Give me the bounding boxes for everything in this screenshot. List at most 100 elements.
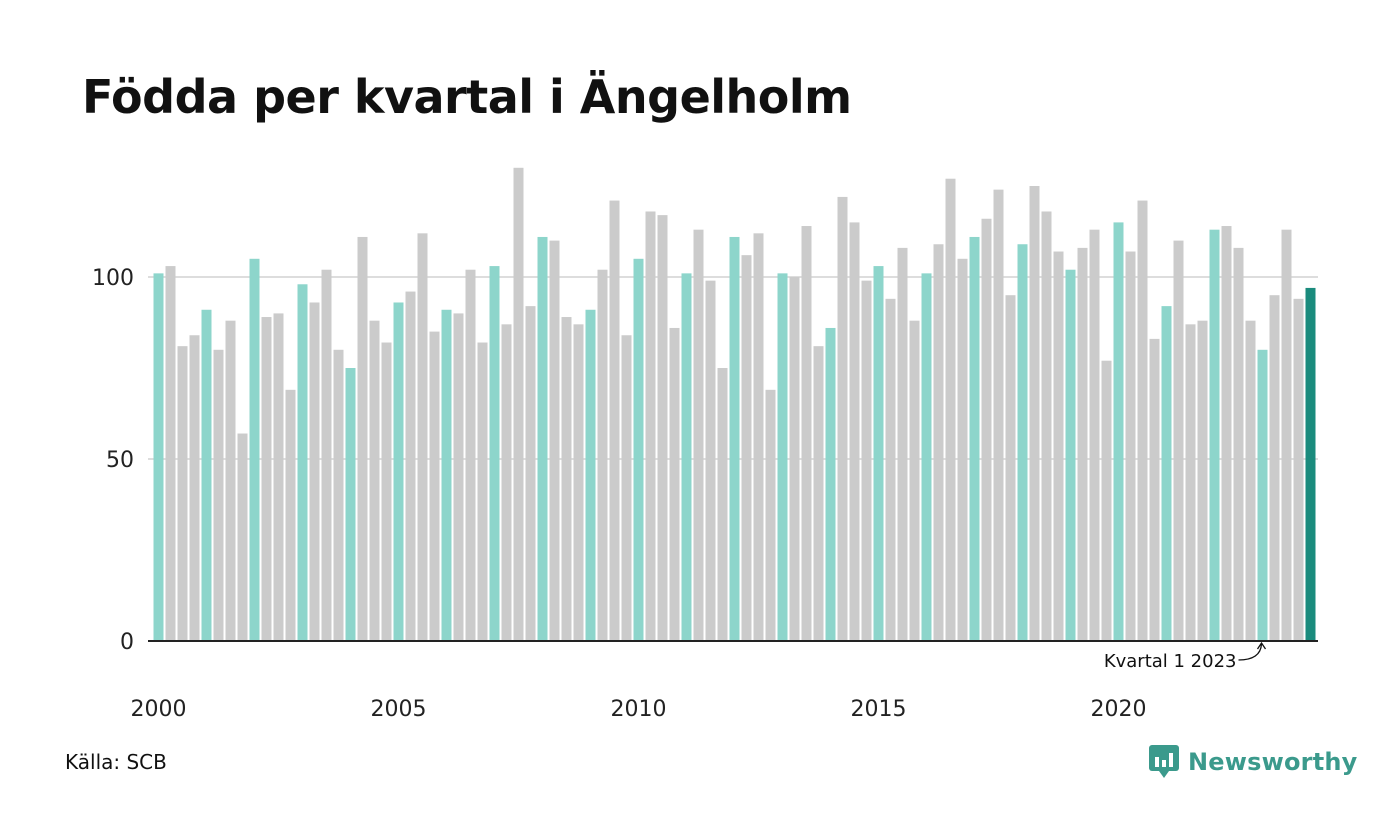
bar-2012-q1: [729, 236, 740, 641]
bar-2022-q3: [1233, 247, 1244, 641]
bar-2023-q4: [1293, 298, 1304, 641]
bar-2017-q3: [993, 189, 1004, 641]
bar-2021-q1: [1161, 306, 1172, 641]
bar-2000-q2: [165, 266, 176, 641]
x-tick-label: 2000: [131, 697, 187, 722]
bar-2010-q2: [645, 211, 656, 642]
bar-2001-q2: [213, 349, 224, 641]
bar-2002-q1: [249, 258, 260, 641]
bar-2000-q1: [153, 273, 164, 641]
bar-2020-q3: [1137, 200, 1148, 641]
x-tick-label: 2015: [851, 697, 907, 722]
bar-2011-q1: [681, 273, 692, 641]
bar-2016-q4: [957, 258, 968, 641]
bar-2009-q1: [585, 309, 596, 641]
bar-2003-q2: [309, 302, 320, 641]
x-tick-label: 2010: [611, 697, 667, 722]
bar-2010-q3: [657, 215, 668, 641]
bar-2012-q4: [765, 389, 776, 641]
bar-2002-q2: [261, 317, 272, 641]
bar-2017-q1: [969, 236, 980, 641]
brand-name: Newsworthy: [1188, 748, 1358, 776]
bar-2022-q2: [1221, 226, 1232, 642]
bar-2014-q4: [861, 280, 872, 641]
bar-2009-q2: [597, 269, 608, 641]
bar-2012-q2: [741, 255, 752, 641]
bar-2006-q3: [465, 269, 476, 641]
bar-2008-q1: [537, 236, 548, 641]
bar-2021-q4: [1197, 320, 1208, 641]
bar-2008-q2: [549, 240, 560, 641]
bar-2013-q1: [777, 273, 788, 641]
bar-2015-q4: [909, 320, 920, 641]
bar-2009-q4: [621, 335, 632, 641]
bar-2019-q4: [1101, 360, 1112, 641]
bar-2016-q1: [921, 273, 932, 641]
bar-2016-q3: [945, 178, 956, 641]
bar-2001-q4: [237, 433, 248, 641]
bar-2003-q4: [333, 349, 344, 641]
x-tick-label: 2005: [371, 697, 427, 722]
bar-2022-q1: [1209, 229, 1220, 641]
bar-2018-q3: [1041, 211, 1052, 642]
bar-2012-q3: [753, 233, 764, 641]
bar-2007-q2: [501, 324, 512, 641]
bar-2005-q2: [405, 291, 416, 641]
bar-2005-q3: [417, 233, 428, 641]
bar-2004-q4: [381, 342, 392, 641]
bar-2019-q1: [1065, 269, 1076, 641]
bar-2023-q3: [1281, 229, 1292, 641]
bar-2011-q3: [705, 280, 716, 641]
bar-2019-q3: [1089, 229, 1100, 641]
bar-2010-q1: [633, 258, 644, 641]
brand-logo: Newsworthy: [1148, 744, 1358, 780]
bar-2002-q3: [273, 313, 284, 641]
bar-2015-q2: [885, 298, 896, 641]
bar-2008-q4: [573, 324, 584, 641]
bar-2018-q2: [1029, 186, 1040, 641]
bar-2023-q2: [1269, 295, 1280, 641]
bar-2006-q4: [477, 342, 488, 641]
bar-2006-q1: [441, 309, 452, 641]
bar-2002-q4: [285, 389, 296, 641]
y-tick-label: 50: [106, 448, 134, 473]
bar-2020-q2: [1125, 251, 1136, 641]
bar-2005-q1: [393, 302, 404, 641]
bar-2013-q4: [813, 346, 824, 641]
bar-2024-q1: [1305, 287, 1316, 641]
bar-2010-q4: [669, 327, 680, 641]
bar-2014-q2: [837, 196, 848, 642]
annotation-arrowhead: [1256, 641, 1267, 650]
bar-2023-q1: [1257, 349, 1268, 641]
bar-2000-q3: [177, 346, 188, 641]
annotation: Kvartal 1 2023: [1104, 641, 1267, 672]
bar-2022-q4: [1245, 320, 1256, 641]
bar-2018-q1: [1017, 244, 1028, 642]
bar-2017-q4: [1005, 295, 1016, 641]
bar-2004-q1: [345, 368, 356, 641]
bar-2003-q1: [297, 284, 308, 641]
bar-2019-q2: [1077, 247, 1088, 641]
bar-2016-q2: [933, 244, 944, 642]
bar-2020-q4: [1149, 338, 1160, 641]
bars: [153, 167, 1316, 642]
bar-2004-q3: [369, 320, 380, 641]
bar-2018-q4: [1053, 251, 1064, 641]
annotation-label: Kvartal 1 2023: [1104, 651, 1237, 672]
newsworthy-logo-icon: [1149, 745, 1179, 778]
bar-2011-q4: [717, 368, 728, 641]
bar-2004-q2: [357, 236, 368, 641]
bar-2013-q3: [801, 226, 812, 642]
bar-2006-q2: [453, 313, 464, 641]
bar-2021-q2: [1173, 240, 1184, 641]
bar-2013-q2: [789, 277, 800, 641]
source-note: Källa: SCB: [65, 750, 167, 774]
bar-2014-q1: [825, 327, 836, 641]
bar-2008-q3: [561, 317, 572, 641]
chart-title: Födda per kvartal i Ängelholm: [82, 70, 852, 124]
bar-2015-q3: [897, 247, 908, 641]
bar-chart: 0 50 100 2000 2005 2010 2015 2020 Kvartal 1 202…: [92, 167, 1318, 722]
bar-2021-q3: [1185, 324, 1196, 641]
x-tick-label: 2020: [1091, 697, 1147, 722]
bar-2007-q4: [525, 306, 536, 641]
